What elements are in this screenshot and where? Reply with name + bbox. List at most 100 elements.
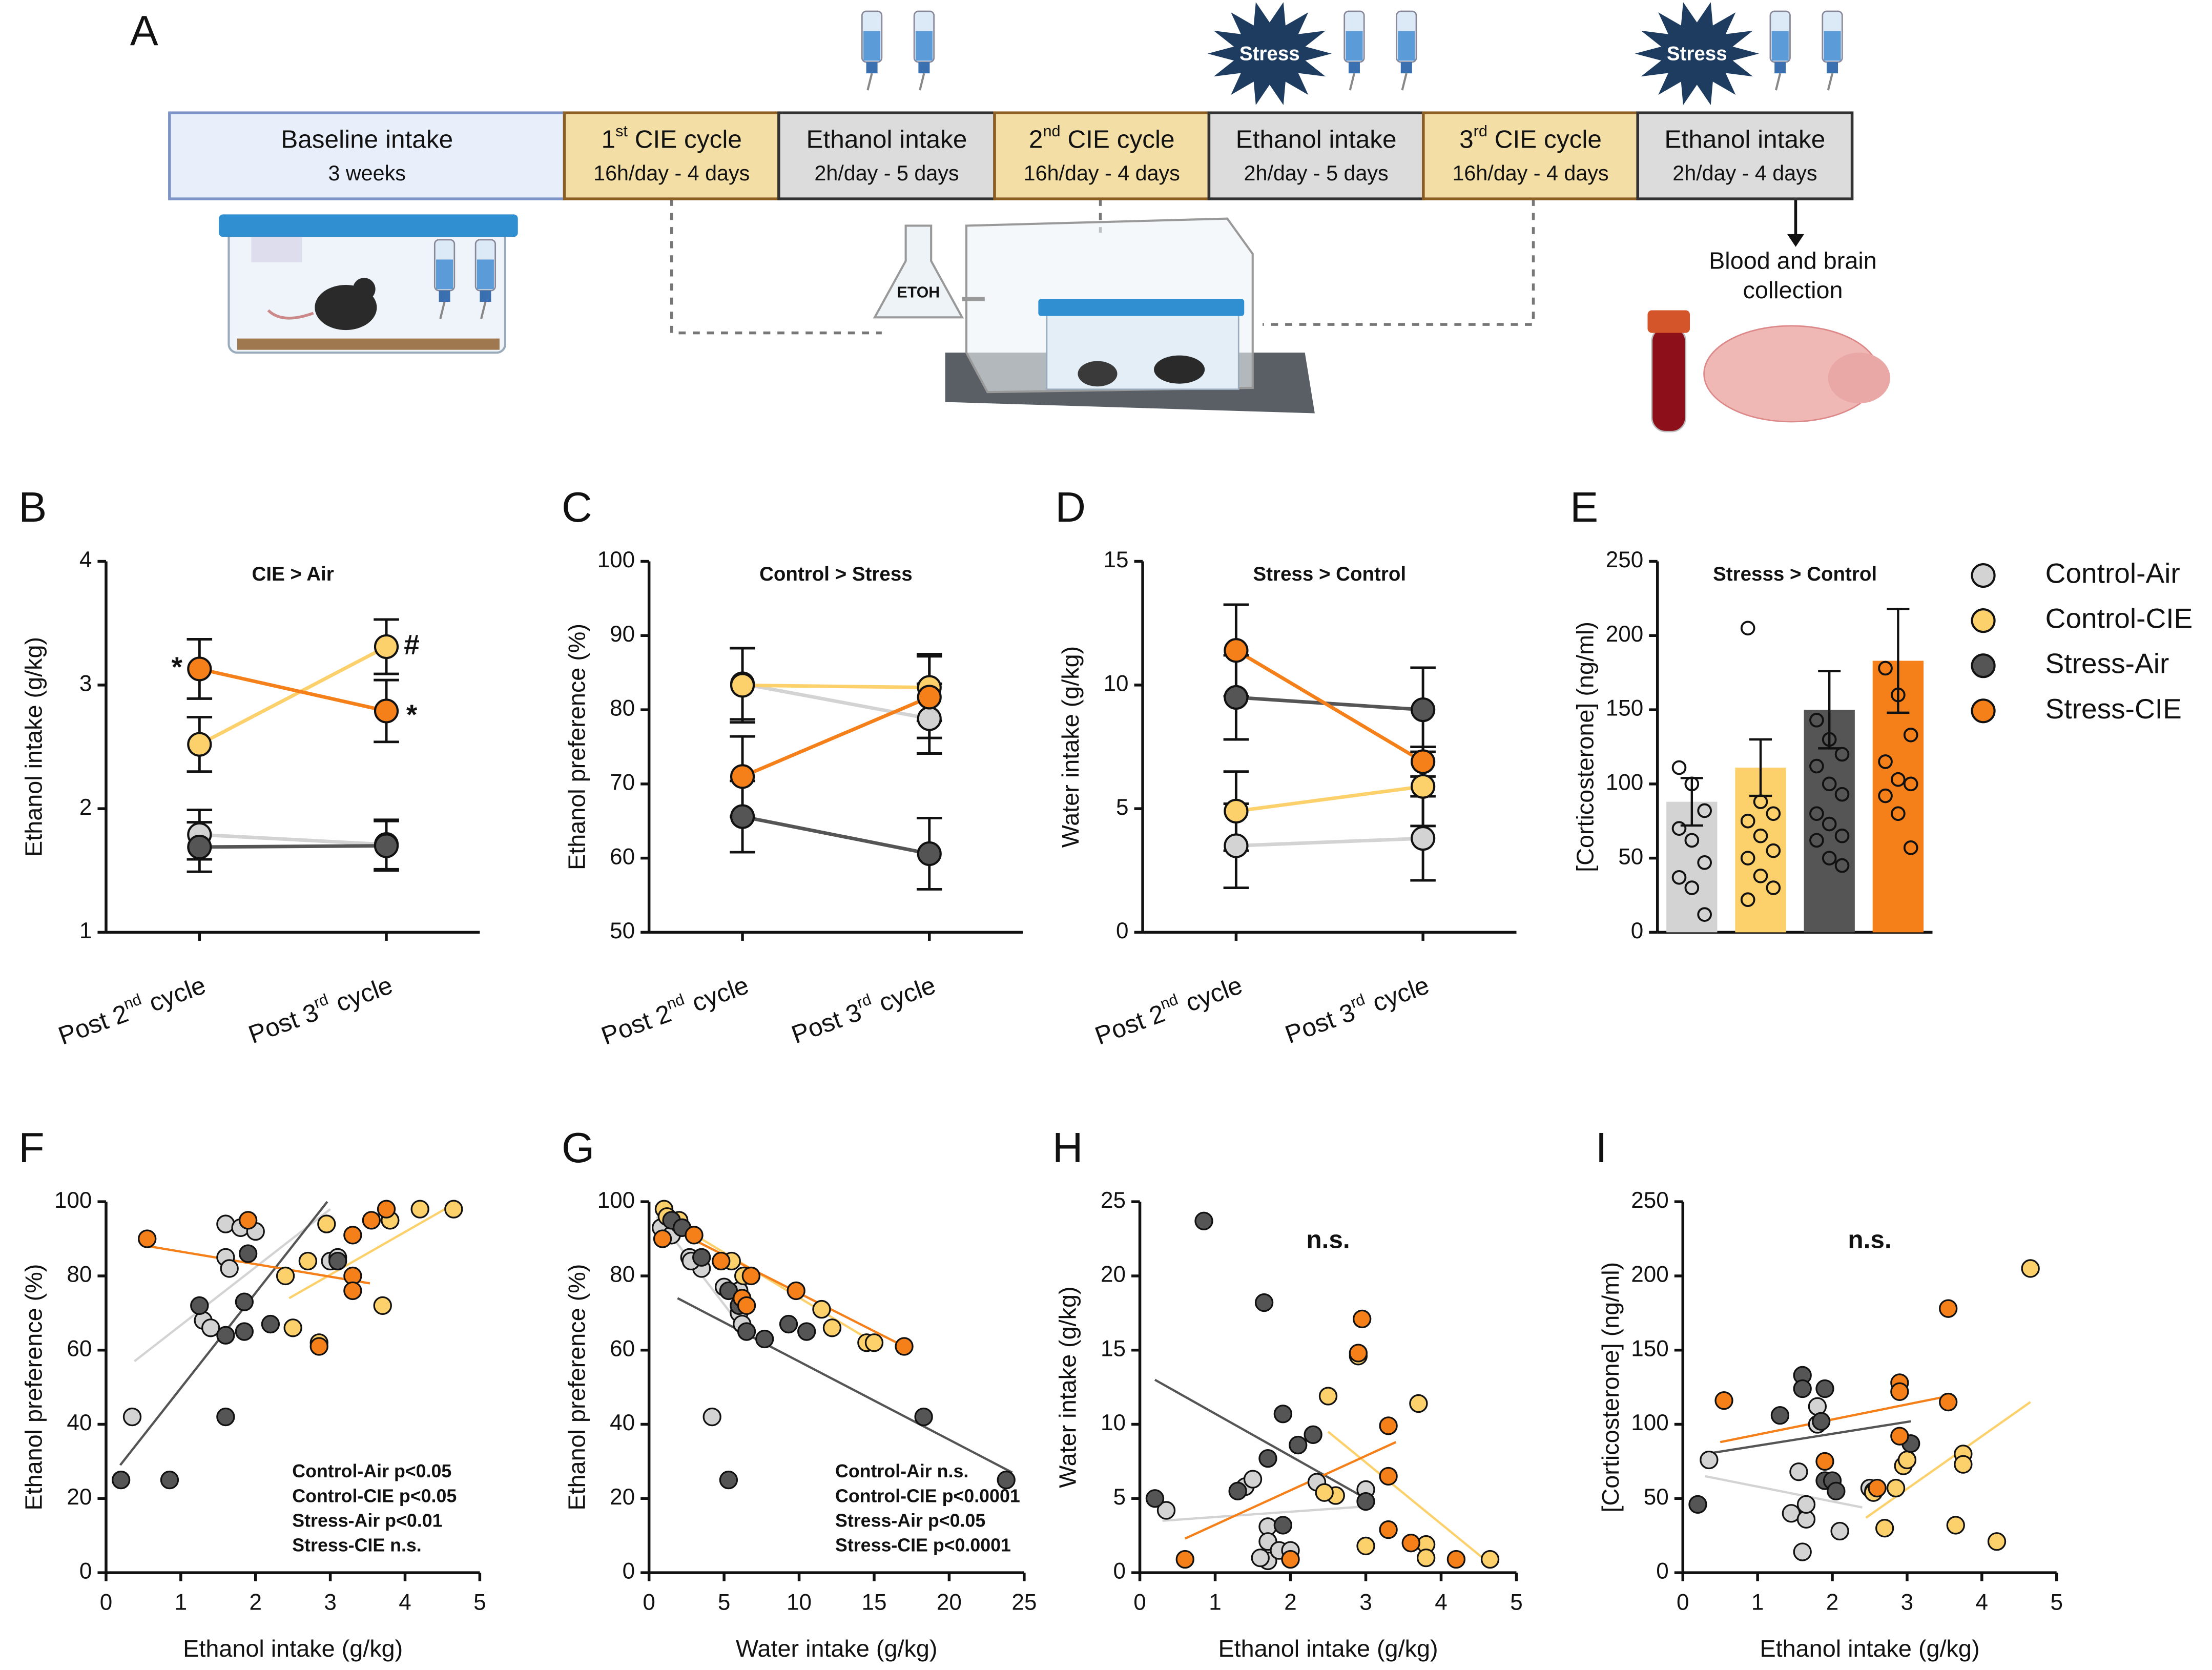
fit-line — [1154, 1378, 1367, 1500]
data-point — [1939, 1299, 1958, 1318]
panel-label: H — [1052, 1124, 1083, 1171]
y-tick-label: 10 — [1104, 671, 1129, 696]
annotation: Control-Air p<0.05 — [292, 1461, 451, 1481]
legend-label: Control-CIE — [2045, 603, 2193, 634]
annotation: Stress-Air p<0.05 — [835, 1510, 985, 1531]
bottle-spout — [1827, 73, 1834, 91]
x-tick-label: 4 — [1435, 1590, 1448, 1615]
data-point — [1954, 1455, 1973, 1474]
marker — [730, 764, 755, 789]
fit-line — [1327, 1431, 1487, 1562]
fit-line — [1162, 1504, 1374, 1522]
data-point — [1684, 776, 1700, 792]
mouse-head — [353, 278, 376, 301]
legend-label: Control-Air — [2045, 558, 2180, 589]
data-point — [1740, 621, 1755, 636]
y-tick-label: 100 — [597, 1188, 635, 1213]
x-tick-label: 20 — [937, 1590, 962, 1615]
bottle-liquid — [1771, 31, 1789, 61]
x-tick-label: 0 — [643, 1590, 655, 1615]
text-part: 1 — [602, 125, 616, 153]
box-subtitle: 2h/day - 5 days — [1244, 161, 1389, 185]
data-point — [261, 1314, 280, 1334]
y-tick-label: 100 — [1631, 1410, 1668, 1435]
marker — [1411, 749, 1436, 774]
y-tick-label: 20 — [610, 1485, 635, 1510]
bottle-cap — [1400, 62, 1412, 74]
cage-lid — [219, 214, 518, 237]
chart-title: n.s. — [1848, 1225, 1891, 1253]
data-point — [2021, 1259, 2040, 1278]
data-point — [1834, 747, 1850, 762]
data-point — [1796, 1495, 1816, 1514]
data-point — [343, 1281, 362, 1301]
legend-marker — [1971, 698, 1996, 724]
cage — [1046, 310, 1239, 390]
data-point — [787, 1281, 805, 1301]
bottle-cap — [1827, 62, 1838, 74]
data-point — [1353, 1309, 1372, 1329]
data-point — [1254, 1293, 1274, 1312]
bottle-spout — [1401, 73, 1408, 91]
series-line — [741, 695, 931, 778]
data-point — [410, 1200, 429, 1219]
bottle-liquid — [1824, 31, 1841, 61]
x-tick-label: 2 — [1284, 1590, 1296, 1615]
data-point — [1903, 776, 1918, 792]
data-point — [1890, 1427, 1909, 1446]
y-tick-label: 200 — [1606, 622, 1643, 647]
cerebellum — [1828, 353, 1890, 404]
data-point — [444, 1200, 463, 1219]
bottle-cap — [1774, 62, 1786, 74]
fit-line — [662, 1223, 905, 1348]
bottle-cap — [1348, 62, 1360, 74]
data-point — [1897, 1450, 1917, 1470]
data-point — [1822, 851, 1837, 865]
data-point — [653, 1229, 672, 1248]
x-tick-label: 5 — [473, 1590, 486, 1615]
data-point — [692, 1248, 711, 1267]
data-point — [216, 1326, 235, 1345]
text-part: CIE cycle — [1487, 125, 1602, 153]
chart-title: n.s. — [1306, 1225, 1350, 1253]
bottle-spout — [866, 73, 873, 91]
y-tick-label: 10 — [1101, 1410, 1126, 1435]
x-tick-label: 0 — [100, 1590, 113, 1615]
data-point — [737, 1296, 756, 1315]
data-point — [1770, 1406, 1790, 1425]
chart-title: Stress > Control — [1253, 563, 1406, 585]
x-tick-label: 5 — [1510, 1590, 1523, 1615]
y-tick-label: 80 — [610, 1262, 635, 1287]
data-point — [1753, 828, 1768, 843]
x-tick-label: 3 — [1359, 1590, 1372, 1615]
panel-label: E — [1570, 484, 1598, 531]
mouse-tail — [267, 309, 314, 320]
marker — [1411, 697, 1436, 723]
panel-label: B — [18, 484, 47, 531]
timeline-box — [1636, 111, 1854, 200]
x-tick-label: 2 — [249, 1590, 262, 1615]
chart-title: Stresss > Control — [1713, 563, 1877, 585]
y-tick-label: 250 — [1631, 1188, 1668, 1213]
x-tick-label: 10 — [787, 1590, 812, 1615]
series-line — [1236, 695, 1423, 712]
panel-label: G — [562, 1124, 594, 1171]
box-subtitle: 3 weeks — [328, 161, 405, 185]
data-point — [1903, 727, 1918, 743]
data-point — [1903, 840, 1918, 855]
data-point — [1349, 1344, 1368, 1363]
data-point — [712, 1251, 731, 1271]
data-point — [122, 1407, 142, 1427]
data-point — [1671, 870, 1687, 885]
data-point — [1939, 1392, 1958, 1412]
panel-label: F — [18, 1124, 44, 1171]
data-point — [160, 1470, 179, 1490]
y-tick-label: 0 — [1116, 918, 1129, 943]
data-point — [1243, 1470, 1263, 1489]
data-point — [1416, 1548, 1436, 1568]
data-point — [1868, 1478, 1887, 1498]
legend-label: Stress-Air — [2045, 648, 2169, 679]
annotation: * — [172, 651, 183, 683]
text-part: 2 — [1029, 125, 1043, 153]
panel-label: A — [130, 7, 158, 54]
